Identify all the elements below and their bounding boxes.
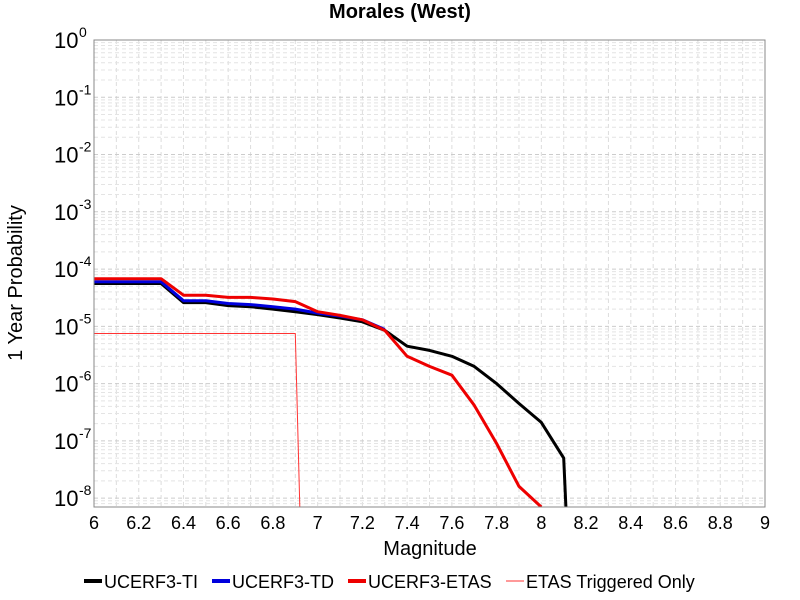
y-tick-label: 10 -5 xyxy=(54,310,92,339)
y-tick-exponent: -5 xyxy=(79,310,92,326)
y-tick-label: 10 -2 xyxy=(54,139,92,168)
y-tick-exponent: -1 xyxy=(79,81,92,97)
legend-item: UCERF3-TI xyxy=(84,572,198,592)
y-tick-base: 10 xyxy=(54,143,78,168)
x-tick-label: 8 xyxy=(536,513,546,533)
y-tick-label: 10 -6 xyxy=(54,368,92,397)
y-tick-label: 10 -8 xyxy=(54,482,92,511)
x-tick-labels: 6 6.2 6.4 6.6 6.8 7 7.2 7.4 7.6 7.8 8 8.2 8.4 8.6 8.8 9 xyxy=(89,513,770,533)
legend-label: UCERF3-TD xyxy=(232,572,334,592)
y-tick-exponent: -2 xyxy=(79,139,92,155)
y-tick-exponent: -7 xyxy=(79,425,92,441)
legend: UCERF3-TI UCERF3-TD UCERF3-ETAS ETAS Trigge… xyxy=(84,572,695,592)
legend-label: ETAS Triggered Only xyxy=(526,572,695,592)
x-tick-label: 9 xyxy=(760,513,770,533)
y-tick-label: 10 -1 xyxy=(54,81,92,110)
y-tick-label: 10 0 xyxy=(54,24,87,53)
x-tick-label: 6.8 xyxy=(260,513,285,533)
y-tick-base: 10 xyxy=(54,429,78,454)
y-tick-base: 10 xyxy=(54,486,78,511)
y-tick-base: 10 xyxy=(54,257,78,282)
y-tick-base: 10 xyxy=(54,314,78,339)
legend-label: UCERF3-ETAS xyxy=(368,572,492,592)
plot-frame xyxy=(93,39,766,508)
series-line-ucerf3-etas xyxy=(94,277,543,507)
y-tick-exponent: -6 xyxy=(79,368,92,384)
y-tick-label: 10 -7 xyxy=(54,425,92,454)
chart-title: Morales (West) xyxy=(329,1,471,23)
y-tick-exponent: 0 xyxy=(79,24,87,40)
x-axis-title: Magnitude xyxy=(383,538,476,560)
legend-item: UCERF3-ETAS xyxy=(348,572,492,592)
y-tick-base: 10 xyxy=(54,200,78,225)
y-tick-label: 10 -3 xyxy=(54,196,92,225)
x-tick-label: 8.4 xyxy=(618,513,643,533)
x-tick-label: 6.2 xyxy=(126,513,151,533)
series-line-etas-triggered-only xyxy=(94,333,301,507)
x-tick-label: 8.8 xyxy=(708,513,733,533)
legend-item: UCERF3-TD xyxy=(212,572,334,592)
x-tick-label: 7.8 xyxy=(484,513,509,533)
y-tick-exponent: -8 xyxy=(79,482,92,498)
x-tick-label: 8.2 xyxy=(574,513,599,533)
x-tick-label: 7.6 xyxy=(439,513,464,533)
legend-label: UCERF3-TI xyxy=(104,572,198,592)
y-tick-exponent: -4 xyxy=(79,253,92,269)
y-axis-title: 1 Year Probability xyxy=(5,205,27,361)
y-tick-base: 10 xyxy=(54,85,78,110)
y-tick-label: 10 -4 xyxy=(54,253,92,282)
x-tick-label: 7.2 xyxy=(350,513,375,533)
y-tick-exponent: -3 xyxy=(79,196,92,212)
x-tick-label: 7.4 xyxy=(395,513,420,533)
y-tick-base: 10 xyxy=(54,372,78,397)
x-tick-label: 8.6 xyxy=(663,513,688,533)
y-tick-base: 10 xyxy=(54,28,78,53)
x-tick-label: 6.4 xyxy=(171,513,196,533)
x-tick-label: 7 xyxy=(313,513,323,533)
series-layer xyxy=(94,277,568,507)
legend-item: ETAS Triggered Only xyxy=(506,572,695,592)
x-tick-label: 6 xyxy=(89,513,99,533)
series-line-ucerf3-ti xyxy=(94,282,568,507)
grid xyxy=(93,39,766,508)
x-tick-label: 6.6 xyxy=(216,513,241,533)
